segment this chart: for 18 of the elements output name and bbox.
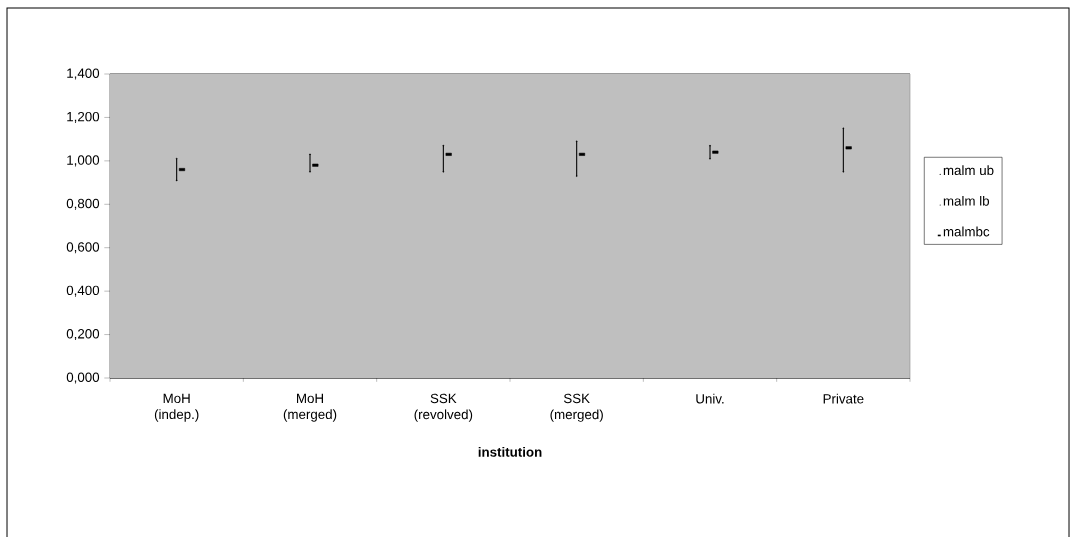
x-axis-title: institution <box>478 446 542 457</box>
x-tick-label: Private <box>823 393 864 404</box>
y-tick-label: 1,000 <box>67 155 100 167</box>
x-tick-label: SSK (merged) <box>550 393 603 422</box>
x-tick-label: Univ. <box>696 393 724 404</box>
y-tick-label: 1,200 <box>67 111 100 123</box>
y-tick-label: 1,400 <box>67 68 100 80</box>
y-tick-label: 0,400 <box>66 285 100 297</box>
legend-label: malm lb <box>943 195 990 206</box>
legend-label: malmbc <box>943 226 990 237</box>
legend-label: malm ub <box>943 165 994 176</box>
y-tick-label: 0,600 <box>66 242 100 254</box>
x-tick-label: MoH (merged) <box>283 393 337 422</box>
y-tick-label: 0,200 <box>66 329 100 341</box>
x-tick-label: MoH (indep.) <box>154 393 199 422</box>
y-tick-label: 0,000 <box>66 372 100 384</box>
y-tick-label: 0,800 <box>66 198 100 210</box>
x-tick-label: SSK (revolved) <box>414 393 473 422</box>
